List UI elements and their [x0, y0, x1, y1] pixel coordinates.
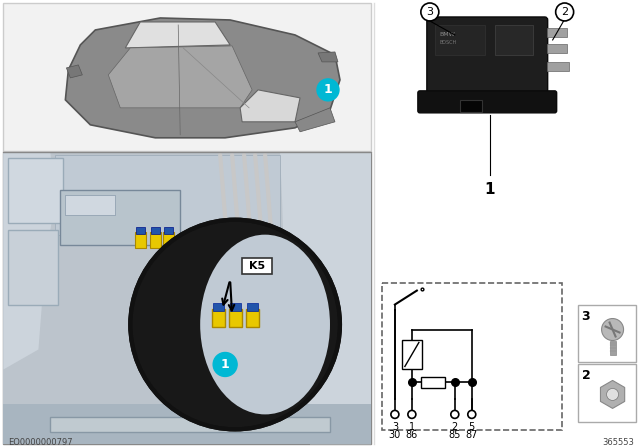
- Polygon shape: [108, 46, 252, 108]
- Bar: [8, 158, 63, 223]
- Bar: [212, 309, 225, 327]
- Bar: [164, 227, 173, 234]
- Bar: [3, 153, 371, 444]
- Circle shape: [607, 388, 619, 401]
- Bar: [609, 340, 616, 355]
- Bar: [60, 190, 180, 245]
- Bar: [150, 232, 161, 248]
- Bar: [247, 302, 258, 310]
- Bar: [547, 28, 566, 37]
- Text: 5: 5: [468, 422, 475, 432]
- Bar: [136, 227, 145, 234]
- Text: 3: 3: [426, 7, 433, 17]
- Polygon shape: [295, 108, 335, 132]
- Bar: [213, 302, 224, 310]
- Text: 365553: 365553: [603, 438, 634, 447]
- Text: 3: 3: [582, 310, 590, 323]
- Circle shape: [213, 353, 237, 376]
- Bar: [230, 302, 241, 310]
- Text: 2: 2: [582, 370, 590, 383]
- Bar: [578, 305, 636, 362]
- Text: K5: K5: [249, 261, 265, 271]
- Bar: [375, 3, 637, 272]
- Polygon shape: [280, 153, 371, 444]
- Text: 1: 1: [484, 182, 495, 197]
- Bar: [151, 227, 160, 234]
- Bar: [135, 232, 147, 248]
- Circle shape: [391, 410, 399, 418]
- Text: 86: 86: [406, 431, 418, 440]
- Bar: [163, 232, 174, 248]
- Polygon shape: [318, 52, 338, 62]
- Bar: [229, 309, 242, 327]
- Bar: [3, 405, 371, 444]
- Bar: [56, 155, 280, 235]
- Bar: [375, 275, 570, 444]
- Bar: [547, 44, 566, 53]
- Bar: [435, 25, 484, 55]
- Circle shape: [556, 3, 573, 21]
- Bar: [51, 418, 330, 432]
- Text: 87: 87: [465, 431, 478, 440]
- Bar: [8, 230, 58, 305]
- Text: BMW: BMW: [440, 32, 456, 37]
- FancyBboxPatch shape: [418, 91, 557, 113]
- FancyBboxPatch shape: [427, 17, 548, 98]
- Text: 1: 1: [324, 83, 332, 96]
- Text: 30: 30: [388, 431, 401, 440]
- Bar: [242, 258, 272, 274]
- Circle shape: [131, 220, 340, 429]
- Text: EO0000000797: EO0000000797: [8, 438, 73, 447]
- Bar: [246, 309, 259, 327]
- Circle shape: [408, 410, 416, 418]
- Circle shape: [602, 319, 623, 340]
- Text: 1: 1: [409, 422, 415, 432]
- Polygon shape: [67, 65, 83, 78]
- Circle shape: [317, 79, 339, 101]
- Text: BOSCH: BOSCH: [440, 40, 457, 45]
- Polygon shape: [600, 380, 625, 409]
- Bar: [382, 283, 562, 431]
- Bar: [547, 62, 568, 71]
- Bar: [460, 100, 482, 112]
- Text: 2: 2: [561, 7, 568, 17]
- Polygon shape: [65, 18, 340, 138]
- Circle shape: [421, 3, 439, 21]
- Bar: [402, 340, 422, 370]
- Ellipse shape: [200, 235, 330, 414]
- Bar: [495, 25, 532, 55]
- Polygon shape: [240, 90, 300, 122]
- Circle shape: [451, 410, 459, 418]
- Text: 1: 1: [221, 358, 230, 371]
- Text: 85: 85: [449, 431, 461, 440]
- Bar: [3, 3, 371, 151]
- Bar: [421, 377, 445, 388]
- Polygon shape: [3, 153, 56, 370]
- Bar: [578, 365, 636, 422]
- Text: 3: 3: [392, 422, 398, 432]
- Text: 2: 2: [452, 422, 458, 432]
- Bar: [65, 195, 115, 215]
- Bar: [3, 153, 371, 444]
- Polygon shape: [125, 22, 230, 48]
- Circle shape: [468, 410, 476, 418]
